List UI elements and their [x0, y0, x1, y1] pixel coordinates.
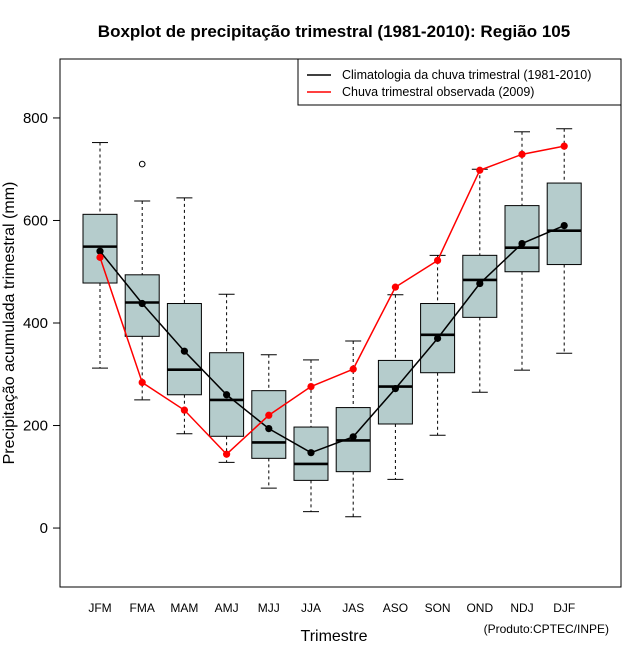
- boxes: [82, 128, 582, 518]
- box-mjj: [251, 354, 287, 489]
- legend-box: [297, 58, 622, 106]
- legend: Climatologia da chuva trimestral (1981-2…: [297, 58, 622, 106]
- series-point: [349, 365, 357, 373]
- series-point: [138, 299, 146, 308]
- series-point: [223, 450, 231, 458]
- series-point: [560, 222, 568, 230]
- series-point: [180, 406, 188, 414]
- series-lines: [96, 142, 568, 458]
- x-tick-label: JJA: [301, 601, 321, 615]
- series-point: [138, 378, 146, 387]
- box-iqr: [124, 274, 160, 337]
- series-point: [96, 247, 104, 255]
- x-axis: JFM FMA MAM AMJ MJJ JJA JAS ASO SON OND NDJ DJF: [88, 601, 575, 615]
- box-amj: [209, 293, 245, 463]
- series-line: [99, 145, 565, 456]
- series-point: [265, 425, 273, 433]
- outlier-point: [138, 160, 146, 168]
- series-point: [391, 385, 399, 393]
- series-point: [307, 449, 315, 457]
- x-tick-label: NDJ: [510, 601, 533, 615]
- series-point: [476, 279, 484, 288]
- legend-entry-observed: Chuva trimestral observada (2009): [342, 85, 534, 99]
- box-ndj: [504, 131, 540, 371]
- y-tick-label: 400: [23, 315, 48, 332]
- series-point: [434, 334, 442, 342]
- box-fma: [124, 200, 160, 401]
- box-jfm: [82, 142, 118, 369]
- chart-title: Boxplot de precipitação trimestral (1981…: [98, 22, 570, 41]
- x-tick-label: JAS: [342, 601, 364, 615]
- credit-text: (Produto:CPTEC/INPE): [484, 622, 609, 636]
- x-tick-label: JFM: [88, 601, 111, 615]
- y-axis-label: Precipitação acumulada trimestral (mm): [1, 182, 18, 465]
- box-iqr: [82, 213, 118, 284]
- series-point: [349, 433, 357, 441]
- box-djf: [546, 128, 582, 354]
- x-tick-label: OND: [466, 601, 493, 615]
- series-point: [265, 411, 273, 419]
- x-tick-label: MAM: [170, 601, 198, 615]
- series-point: [476, 166, 484, 174]
- x-tick-label: AMJ: [215, 601, 239, 615]
- series-point: [434, 256, 442, 265]
- box-jja: [293, 359, 329, 513]
- x-tick-label: MJJ: [258, 601, 280, 615]
- y-tick-label: 200: [23, 418, 48, 435]
- y-axis: 0 200 400 600 800: [23, 110, 60, 537]
- y-tick-label: 800: [23, 110, 48, 127]
- y-tick-label: 0: [40, 520, 48, 537]
- y-tick-label: 600: [23, 212, 48, 229]
- series-point: [180, 347, 188, 355]
- x-tick-label: ASO: [383, 601, 408, 615]
- box-son: [420, 254, 456, 436]
- x-tick-label: FMA: [130, 601, 155, 615]
- box-mam: [166, 197, 202, 435]
- legend-entry-climatology: Climatologia da chuva trimestral (1981-2…: [342, 68, 591, 82]
- series-point: [223, 391, 231, 399]
- series-point: [518, 150, 526, 158]
- series-line: [99, 224, 565, 454]
- observed-series: [96, 142, 568, 458]
- series-point: [307, 382, 315, 391]
- box-iqr: [251, 390, 287, 459]
- climatology-series: [96, 222, 568, 457]
- x-tick-label: DJF: [553, 601, 575, 615]
- series-point: [391, 283, 399, 291]
- x-tick-label: SON: [425, 601, 451, 615]
- series-point: [518, 239, 526, 248]
- series-point: [560, 142, 568, 150]
- x-axis-label: Trimestre: [301, 628, 368, 645]
- series-point: [96, 253, 104, 261]
